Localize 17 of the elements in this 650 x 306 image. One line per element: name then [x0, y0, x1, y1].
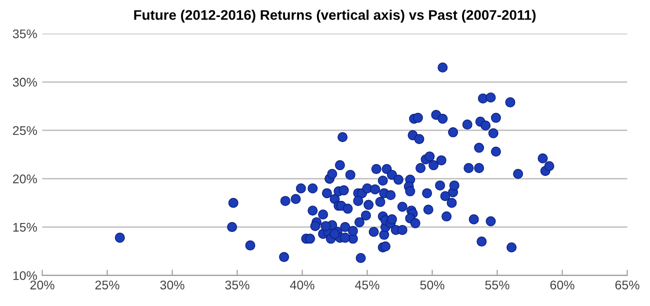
y-tick-label: 25% — [13, 126, 37, 136]
x-tick-label: 20% — [30, 280, 54, 290]
y-tick-label: 10% — [13, 271, 37, 280]
chart-title: Future (2012-2016) Returns (vertical axis) vs Past (2007-2011) — [134, 10, 536, 23]
x-tick-label: 60% — [550, 280, 574, 290]
x-tick-label: 50% — [420, 280, 444, 290]
y-tick-label: 35% — [12, 29, 37, 38]
x-tick-label: 45% — [355, 280, 380, 290]
y-tick-label: 20% — [13, 174, 37, 184]
x-tick-label: 35% — [225, 280, 250, 290]
x-tick-label: 30% — [160, 280, 184, 290]
x-tick-label: 40% — [290, 280, 314, 290]
x-tick-label: 25% — [95, 280, 120, 290]
x-tick-label: 65% — [615, 280, 640, 290]
y-tick-label: 15% — [13, 222, 37, 232]
x-tick-label: 55% — [485, 280, 510, 290]
y-tick-label: 30% — [12, 78, 37, 87]
